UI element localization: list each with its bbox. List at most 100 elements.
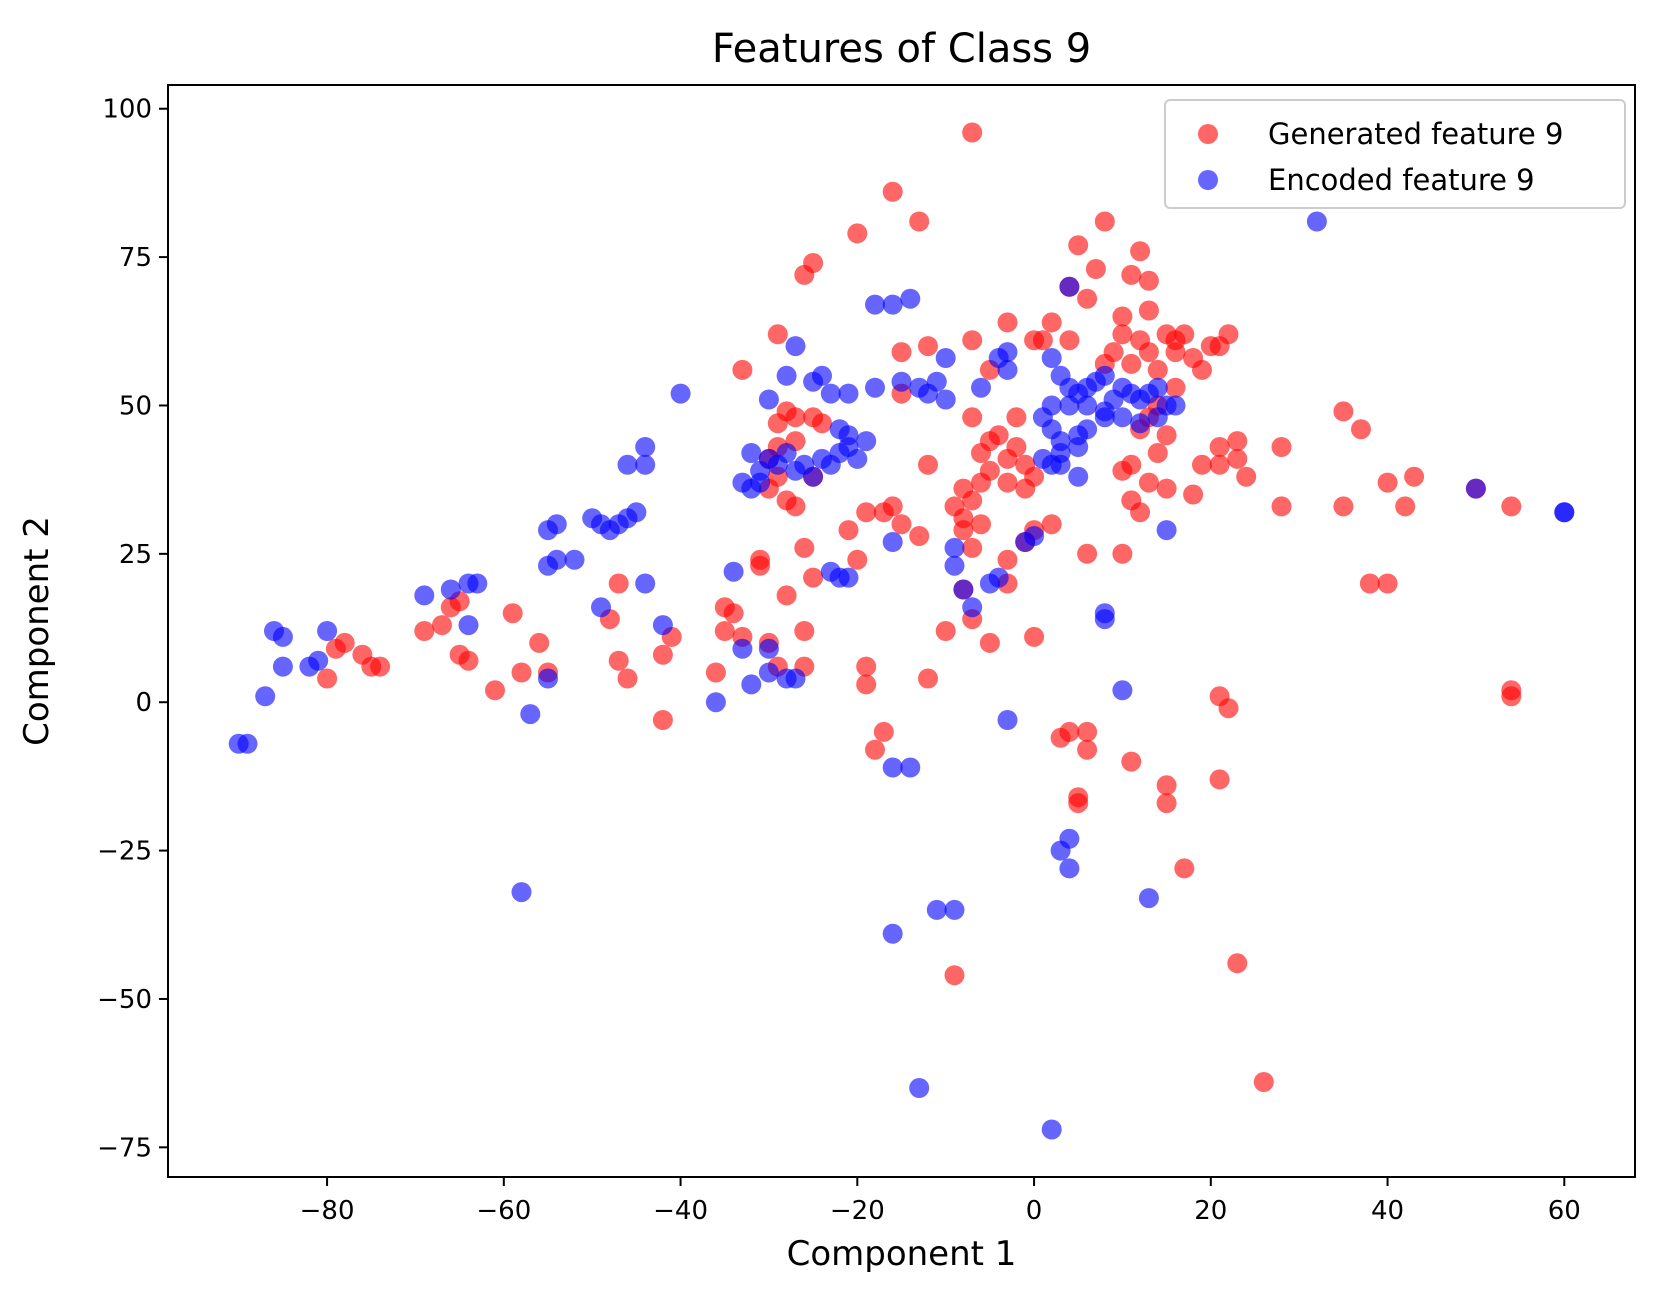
encoded-point bbox=[785, 336, 806, 357]
generated-point bbox=[1138, 270, 1159, 291]
generated-point bbox=[767, 324, 788, 345]
generated-point bbox=[1138, 342, 1159, 363]
generated-point bbox=[1404, 466, 1425, 487]
generated-point bbox=[1041, 514, 1062, 535]
generated-point bbox=[1359, 573, 1380, 594]
generated-point bbox=[962, 407, 983, 428]
generated-point bbox=[1121, 353, 1142, 374]
generated-point bbox=[1183, 484, 1204, 505]
generated-point bbox=[1253, 1072, 1274, 1092]
generated-point bbox=[856, 674, 877, 695]
encoded-point bbox=[803, 466, 824, 487]
generated-point bbox=[847, 549, 868, 570]
generated-feature-series bbox=[317, 122, 1522, 1092]
generated-point bbox=[1165, 377, 1186, 398]
encoded-point bbox=[944, 537, 965, 558]
generated-point bbox=[1077, 721, 1098, 742]
generated-point bbox=[944, 965, 965, 986]
generated-point bbox=[785, 407, 806, 428]
generated-point bbox=[953, 520, 974, 541]
legend-marker-encoded bbox=[1198, 170, 1218, 190]
generated-point bbox=[617, 668, 638, 689]
encoded-point bbox=[847, 448, 868, 469]
encoded-point bbox=[882, 757, 903, 778]
encoded-point bbox=[909, 1078, 930, 1098]
generated-point bbox=[1227, 953, 1248, 974]
generated-point bbox=[794, 264, 815, 285]
encoded-point bbox=[1165, 395, 1186, 416]
encoded-point bbox=[1068, 466, 1089, 487]
encoded-point bbox=[935, 348, 956, 368]
legend-label-encoded: Encoded feature 9 bbox=[1268, 163, 1535, 197]
generated-point bbox=[1077, 543, 1098, 564]
generated-point bbox=[414, 621, 435, 641]
encoded-point bbox=[776, 365, 797, 386]
generated-point bbox=[794, 621, 815, 641]
generated-point bbox=[750, 555, 771, 576]
encoded-point bbox=[1041, 1119, 1062, 1140]
generated-point bbox=[856, 502, 877, 523]
legend-box bbox=[1164, 99, 1626, 209]
generated-point bbox=[485, 680, 505, 701]
axis-ticks: −80 −60 −40 −20 0 20 40 60 −75 −50 −25 0 25 50 75 100 bbox=[97, 95, 1581, 1226]
points-layer bbox=[228, 122, 1575, 1140]
encoded-point bbox=[1112, 407, 1133, 428]
x-tick-label: 40 bbox=[1371, 1196, 1404, 1226]
generated-point bbox=[785, 496, 806, 517]
generated-point bbox=[1501, 496, 1522, 517]
generated-point bbox=[1112, 543, 1133, 564]
encoded-point bbox=[1059, 395, 1080, 416]
generated-point bbox=[1130, 502, 1151, 523]
encoded-point bbox=[520, 704, 541, 725]
generated-point bbox=[882, 496, 903, 517]
generated-point bbox=[1156, 775, 1177, 796]
generated-point bbox=[1156, 425, 1177, 446]
generated-point bbox=[997, 312, 1018, 333]
encoded-point bbox=[1077, 395, 1098, 416]
generated-point bbox=[962, 122, 983, 143]
generated-point bbox=[971, 514, 991, 535]
generated-point bbox=[1333, 401, 1354, 422]
generated-point bbox=[962, 537, 983, 558]
generated-point bbox=[909, 526, 930, 546]
x-tick-label: −60 bbox=[476, 1196, 531, 1226]
plot-area-frame bbox=[167, 84, 1636, 1178]
encoded-point bbox=[1554, 502, 1575, 523]
generated-point bbox=[1138, 472, 1159, 493]
encoded-point bbox=[820, 561, 841, 582]
generated-point bbox=[449, 644, 470, 665]
generated-point bbox=[1112, 306, 1133, 327]
encoded-point bbox=[758, 662, 779, 683]
generated-point bbox=[1192, 454, 1212, 475]
encoded-point bbox=[838, 425, 859, 446]
generated-point bbox=[909, 211, 930, 232]
encoded-point bbox=[1059, 858, 1080, 879]
encoded-point bbox=[511, 882, 532, 903]
y-tick-label: 75 bbox=[119, 243, 152, 273]
generated-point bbox=[652, 644, 673, 665]
encoded-point bbox=[882, 532, 903, 552]
encoded-point bbox=[1094, 401, 1115, 422]
encoded-point bbox=[758, 389, 779, 410]
generated-point bbox=[918, 668, 938, 689]
generated-point bbox=[502, 603, 523, 624]
y-tick-label: −25 bbox=[97, 837, 152, 867]
generated-point bbox=[1174, 858, 1195, 879]
generated-point bbox=[1236, 466, 1257, 487]
encoded-point bbox=[856, 431, 877, 452]
encoded-point bbox=[255, 686, 276, 707]
generated-point bbox=[971, 443, 991, 463]
legend-marker-generated bbox=[1198, 124, 1218, 144]
encoded-point bbox=[635, 573, 656, 594]
generated-point bbox=[714, 597, 735, 618]
generated-point bbox=[847, 223, 868, 244]
encoded-point bbox=[900, 288, 921, 309]
encoded-point bbox=[1041, 348, 1062, 368]
generated-point bbox=[352, 644, 373, 665]
generated-point bbox=[1227, 431, 1248, 452]
x-tick-label: 60 bbox=[1548, 1196, 1581, 1226]
generated-point bbox=[1121, 751, 1142, 772]
generated-point bbox=[1138, 300, 1159, 321]
generated-point bbox=[1112, 460, 1133, 481]
generated-point bbox=[511, 662, 532, 683]
